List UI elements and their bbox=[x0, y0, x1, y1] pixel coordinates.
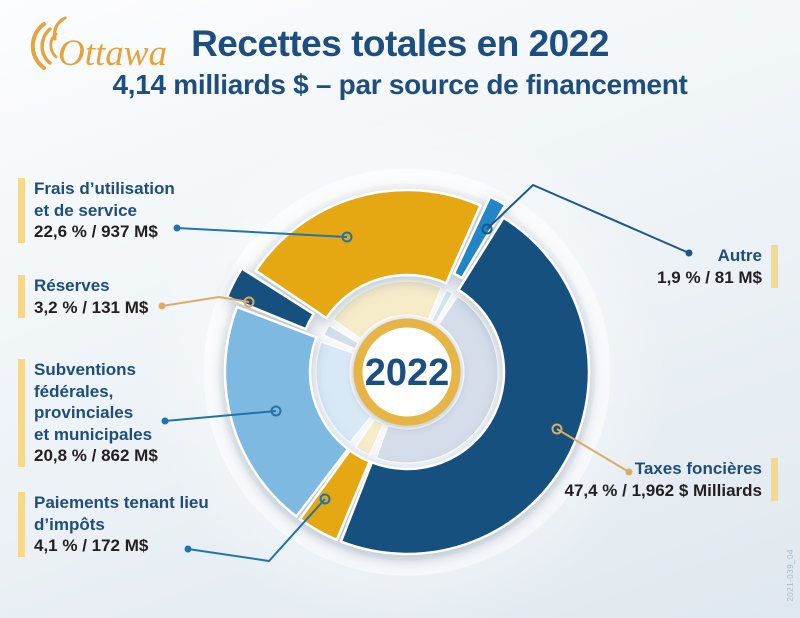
callout-value: 22,6 % / 937 M$ bbox=[34, 222, 158, 241]
accent-bar bbox=[771, 245, 778, 288]
chart-halo-ring bbox=[203, 168, 611, 576]
inner-ring-subventions bbox=[315, 341, 372, 444]
slice-reserves bbox=[225, 266, 316, 331]
leader-taxes bbox=[551, 423, 633, 476]
callout-frais: Frais d’utilisation et de service 22,6 %… bbox=[18, 178, 175, 243]
callout-taxes: Taxes foncières 47,4 % / 1,962 $ Milliar… bbox=[564, 458, 778, 501]
leader-autre bbox=[481, 183, 693, 257]
callout-name: Taxes foncières bbox=[634, 459, 762, 478]
callout-autre: Autre 1,9 % / 81 M$ bbox=[657, 245, 778, 288]
slice-autre bbox=[452, 195, 508, 280]
logo-swoosh bbox=[30, 16, 67, 70]
callout-value: 1,9 % / 81 M$ bbox=[657, 267, 762, 287]
header: Recettes totales en 2022 4,14 milliards … bbox=[0, 0, 800, 100]
accent-bar bbox=[18, 178, 25, 243]
callout-name: Paiements tenant lieu d’impôts bbox=[34, 493, 209, 534]
callout-subventions: Subventions fédérales, provinciales et m… bbox=[18, 359, 158, 467]
callout-name: Subventions fédérales, provinciales et m… bbox=[34, 360, 153, 444]
callout-paiements: Paiements tenant lieu d’impôts 4,1 % / 1… bbox=[18, 492, 209, 557]
leader-paiements bbox=[184, 493, 331, 563]
inner-ring bbox=[315, 280, 499, 464]
logo-wordmark: Ottawa bbox=[58, 33, 167, 74]
slice-paiements bbox=[298, 448, 372, 542]
callout-name: Autre bbox=[717, 246, 762, 265]
callout-value: 3,2 % / 131 M$ bbox=[34, 297, 149, 317]
inner-ring-autre bbox=[431, 289, 454, 324]
inner-ring-reserves bbox=[323, 324, 359, 350]
inner-ring-taxes bbox=[375, 295, 499, 464]
accent-bar bbox=[18, 275, 25, 318]
callout-value: 4,1 % / 172 M$ bbox=[34, 536, 149, 555]
accent-bar bbox=[18, 359, 25, 467]
callout-name: Réserves bbox=[34, 276, 110, 295]
callout-value: 20,8 % / 862 M$ bbox=[34, 446, 158, 465]
inner-ring-frais bbox=[332, 280, 443, 340]
accent-bar bbox=[18, 492, 25, 557]
slice-subventions bbox=[223, 305, 350, 519]
center-year-label: 2022 bbox=[365, 352, 450, 394]
ottawa-logo: Ottawa bbox=[30, 16, 167, 74]
page-subtitle: 4,14 milliards $ – par source de finance… bbox=[112, 68, 688, 100]
callout-name: Frais d’utilisation et de service bbox=[34, 179, 175, 220]
slice-taxes bbox=[339, 215, 591, 556]
accent-bar bbox=[771, 458, 778, 501]
leader-frais bbox=[173, 224, 353, 243]
leader-subventions bbox=[161, 405, 282, 425]
callout-value: 47,4 % / 1,962 $ Milliards bbox=[564, 480, 762, 500]
document-code: 2021-039_04 bbox=[786, 549, 795, 602]
leader-reserves bbox=[158, 295, 255, 310]
slice-frais bbox=[254, 188, 483, 320]
pie-slices bbox=[223, 188, 591, 556]
center-circle bbox=[353, 318, 461, 426]
page-title: Recettes totales en 2022 bbox=[191, 23, 609, 64]
inner-ring-paiements bbox=[354, 418, 385, 456]
callout-reserves: Réserves 3,2 % / 131 M$ bbox=[18, 275, 148, 318]
